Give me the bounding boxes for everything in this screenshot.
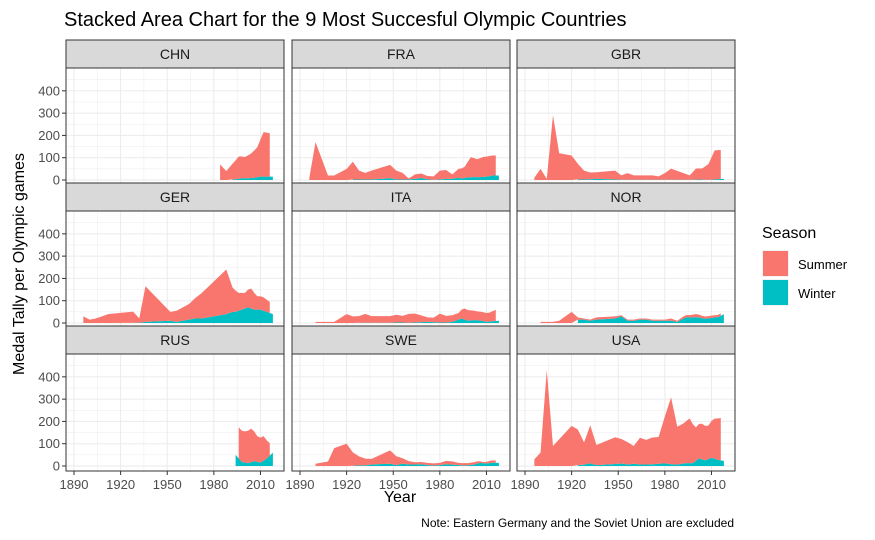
facet-strip-label: NOR bbox=[610, 189, 641, 205]
legend-label-winter: Winter bbox=[798, 286, 836, 301]
winter-area bbox=[232, 176, 273, 180]
winter-area bbox=[133, 307, 273, 323]
legend: Season Summer Winter bbox=[762, 225, 848, 306]
facet-panel-swe: SWE 1890 1920 1950 1980 2010 bbox=[286, 325, 511, 492]
facet-panel-nor: NOR bbox=[516, 182, 736, 329]
facet-panel-chn: CHN 0 100 200 300 400 bbox=[38, 39, 285, 188]
facet-strip-label: USA bbox=[612, 332, 641, 348]
facet-panel-usa: USA 1890 1920 1950 1980 2010 bbox=[511, 325, 736, 492]
x-tick-label: 1890 bbox=[60, 477, 89, 492]
summer-area bbox=[534, 115, 721, 180]
panel-background bbox=[292, 211, 510, 328]
y-tick-label: 0 bbox=[53, 316, 60, 331]
y-axis-title: Medal Tally per Olympic games bbox=[11, 153, 28, 375]
x-tick-label: 1920 bbox=[106, 477, 135, 492]
summer-area bbox=[315, 308, 496, 323]
summer-area bbox=[309, 142, 496, 180]
facet-strip bbox=[291, 325, 511, 355]
facet-strip-label: RUS bbox=[160, 332, 190, 348]
facet-panel-fra: FRA bbox=[291, 39, 511, 186]
y-tick-label: 200 bbox=[38, 128, 60, 143]
facet-panel-rus: RUS 0 100 200 300 400 1890 1920 1950 1980 2010 bbox=[38, 325, 285, 492]
summer-area bbox=[534, 370, 721, 466]
facet-panel-ita: ITA bbox=[291, 182, 511, 329]
facet-strip bbox=[65, 182, 285, 212]
x-tick-label: 1980 bbox=[650, 477, 679, 492]
summer-area bbox=[238, 427, 270, 464]
y-tick-label: 400 bbox=[38, 226, 60, 241]
x-tick-label: 1920 bbox=[557, 477, 586, 492]
winter-area bbox=[577, 457, 724, 466]
x-tick-label: 1980 bbox=[425, 477, 454, 492]
y-tick-label: 200 bbox=[38, 414, 60, 429]
facet-strip bbox=[65, 39, 285, 69]
y-tick-label: 300 bbox=[38, 249, 60, 264]
facet-strip-label: GER bbox=[160, 189, 190, 205]
facet-panels: CHN 0 100 200 300 400 FRA GBR GER 0 100 200 300 400 IT… bbox=[38, 39, 736, 492]
y-tick-label: 0 bbox=[53, 459, 60, 474]
facet-strip-label: CHN bbox=[160, 46, 190, 62]
facet-strip-label: ITA bbox=[391, 189, 412, 205]
summer-area bbox=[220, 132, 270, 180]
facet-panel-gbr: GBR bbox=[516, 39, 736, 186]
facet-strip-label: SWE bbox=[385, 332, 417, 348]
facet-strip-label: FRA bbox=[387, 46, 416, 62]
panel-border bbox=[291, 353, 511, 472]
y-tick-label: 300 bbox=[38, 106, 60, 121]
x-tick-label: 2010 bbox=[472, 477, 501, 492]
x-tick-label: 1890 bbox=[286, 477, 315, 492]
facet-strip bbox=[516, 39, 736, 69]
y-tick-label: 0 bbox=[53, 173, 60, 188]
winter-area bbox=[352, 175, 499, 180]
winter-area bbox=[359, 318, 499, 323]
y-tick-label: 100 bbox=[38, 150, 60, 165]
facet-panel-ger: GER 0 100 200 300 400 bbox=[38, 182, 285, 331]
winter-area bbox=[577, 314, 724, 323]
y-tick-label: 300 bbox=[38, 392, 60, 407]
panel-grid bbox=[517, 211, 735, 328]
x-tick-label: 1950 bbox=[379, 477, 408, 492]
y-tick-label: 200 bbox=[38, 271, 60, 286]
winter-area bbox=[352, 462, 499, 466]
winter-area bbox=[577, 178, 724, 180]
chart-caption: Note: Eastern Germany and the Soviet Uni… bbox=[421, 516, 734, 530]
summer-area bbox=[83, 269, 270, 323]
panel-background bbox=[517, 211, 735, 328]
legend-title: Season bbox=[762, 225, 816, 242]
legend-swatch-winter bbox=[763, 280, 788, 305]
y-tick-label: 400 bbox=[38, 369, 60, 384]
legend-swatch-summer bbox=[763, 251, 788, 276]
x-tick-label: 1980 bbox=[199, 477, 228, 492]
facet-strip bbox=[291, 182, 511, 212]
summer-area bbox=[540, 311, 721, 323]
x-tick-label: 1920 bbox=[332, 477, 361, 492]
x-tick-label: 2010 bbox=[697, 477, 726, 492]
y-tick-label: 400 bbox=[38, 83, 60, 98]
facet-strip-label: GBR bbox=[611, 46, 641, 62]
y-tick-label: 100 bbox=[38, 293, 60, 308]
winter-area bbox=[235, 452, 273, 466]
chart-title: Stacked Area Chart for the 9 Most Succes… bbox=[64, 9, 626, 31]
y-tick-label: 100 bbox=[38, 436, 60, 451]
facet-strip bbox=[291, 39, 511, 69]
panel-background bbox=[292, 354, 510, 471]
legend-label-summer: Summer bbox=[798, 257, 848, 272]
panel-border bbox=[516, 353, 736, 472]
x-tick-label: 1950 bbox=[153, 477, 182, 492]
x-tick-label: 1890 bbox=[511, 477, 540, 492]
x-tick-label: 2010 bbox=[246, 477, 275, 492]
summer-area bbox=[315, 443, 496, 466]
x-tick-label: 1950 bbox=[604, 477, 633, 492]
panel-border bbox=[65, 353, 285, 472]
x-axis-title: Year bbox=[384, 489, 417, 506]
facet-strip bbox=[516, 325, 736, 355]
